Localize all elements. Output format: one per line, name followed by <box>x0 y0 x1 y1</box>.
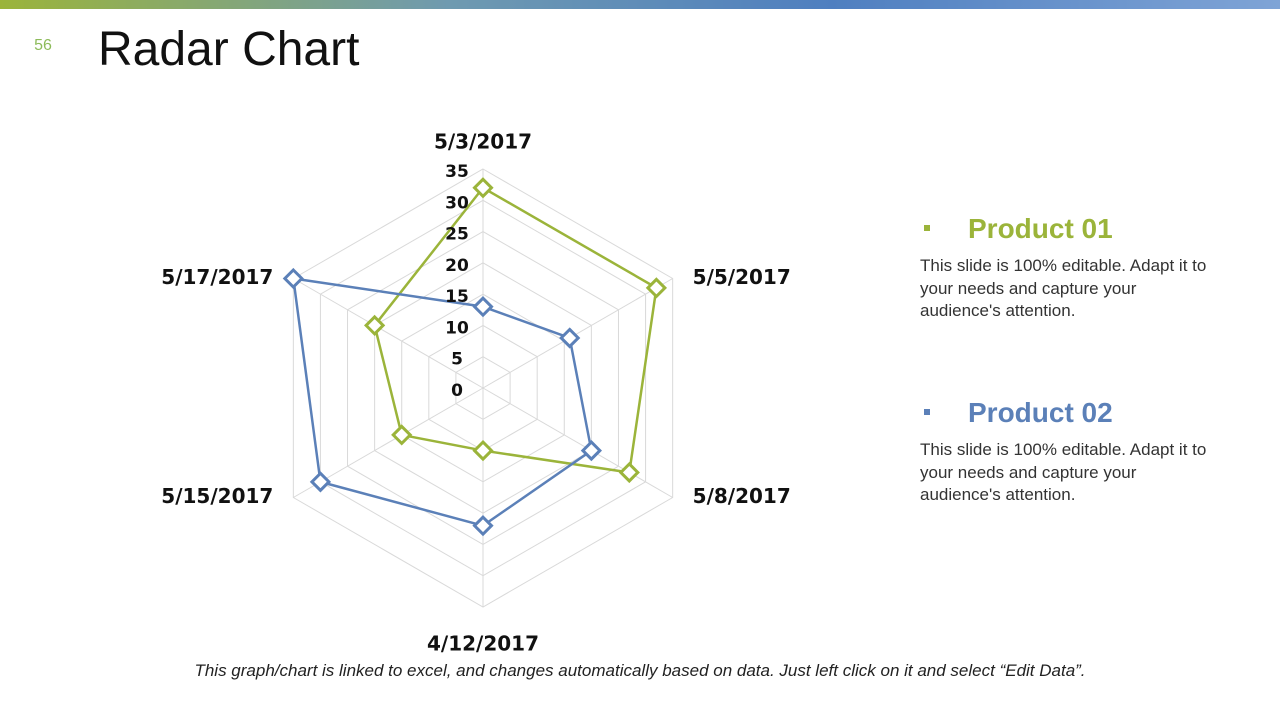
grid-spoke <box>482 387 673 498</box>
data-point-marker <box>580 439 602 462</box>
category-label: 5/5/2017 <box>693 265 791 289</box>
radial-tick-label: 30 <box>445 193 469 213</box>
category-label: 4/12/2017 <box>427 632 539 656</box>
legend-label: Product 02 <box>968 397 1113 428</box>
slide-number: 56 <box>34 37 52 54</box>
data-point-marker <box>472 177 494 199</box>
legend-item-product-01: Product 01 This slide is 100% editable. … <box>920 213 1220 323</box>
legend-label: Product 01 <box>968 213 1113 244</box>
page-title: Radar Chart <box>98 23 360 76</box>
data-point-marker <box>309 471 332 493</box>
bullet-icon <box>924 409 930 415</box>
bullet-icon <box>924 225 930 231</box>
category-label: 5/3/2017 <box>434 130 532 154</box>
radial-tick-label: 10 <box>445 318 469 338</box>
category-label: 5/17/2017 <box>161 265 273 289</box>
footer-note: This graph/chart is linked to excel, and… <box>194 661 1086 680</box>
radial-tick-label: 15 <box>445 287 469 307</box>
radial-tick-label: 0 <box>451 381 463 401</box>
radar-series <box>282 177 668 537</box>
category-label: 5/8/2017 <box>693 484 791 508</box>
legend-item-product-02: Product 02 This slide is 100% editable. … <box>920 397 1220 507</box>
data-point-marker <box>618 461 640 484</box>
radar-grid <box>292 168 674 608</box>
data-point-marker <box>559 327 581 349</box>
radar-labels: 0 5 10 15 20 25 30 35 5/3/2017 5/5/2017 5/8/2017 4/… <box>161 130 790 656</box>
series-line-1 <box>373 186 658 474</box>
grid-spoke <box>482 278 673 389</box>
radial-tick-label: 35 <box>445 162 469 182</box>
data-point-marker <box>364 314 386 337</box>
data-point-marker <box>645 277 668 299</box>
grid-spoke <box>293 278 484 389</box>
series-line-2 <box>292 277 593 527</box>
legend-description: This slide is 100% editable. Adapt it to… <box>920 256 1207 320</box>
category-label: 5/15/2017 <box>161 484 273 508</box>
radial-tick-label: 5 <box>451 350 463 370</box>
data-point-marker <box>472 515 494 537</box>
legend-description: This slide is 100% editable. Adapt it to… <box>920 440 1207 504</box>
radial-tick-label: 25 <box>445 225 469 245</box>
data-point-marker <box>282 267 304 290</box>
data-point-marker <box>472 439 494 462</box>
data-point-marker <box>472 296 494 318</box>
data-point-marker <box>391 424 413 446</box>
radial-tick-label: 20 <box>445 256 469 276</box>
top-accent-bar <box>0 0 1280 9</box>
